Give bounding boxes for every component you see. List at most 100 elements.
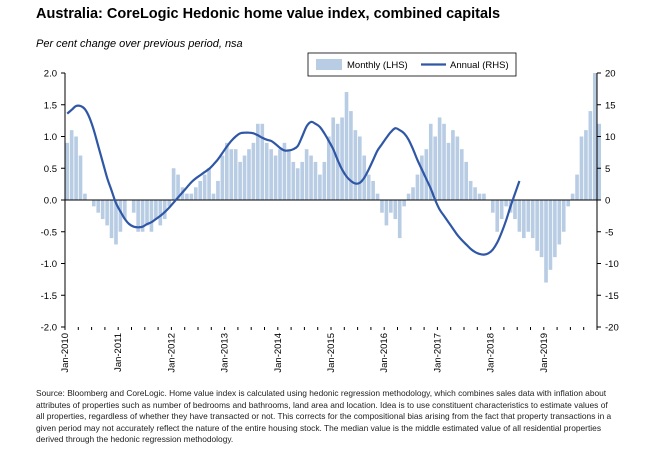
monthly-bar [140, 200, 145, 232]
monthly-bar [553, 200, 557, 258]
left-tick-label: -0.5 [41, 227, 57, 238]
monthly-bar [504, 200, 508, 207]
monthly-bar [162, 200, 167, 220]
monthly-bar [557, 200, 562, 245]
monthly-bar [477, 193, 482, 200]
monthly-bar [287, 149, 291, 200]
monthly-bar [539, 200, 544, 258]
monthly-bar [464, 161, 469, 200]
monthly-bar [340, 117, 344, 200]
monthly-bar [322, 161, 327, 200]
monthly-bar [424, 149, 429, 200]
legend-label-annual: Annual (RHS) [450, 60, 509, 71]
right-tick-label: 20 [605, 69, 616, 80]
x-tick-label: Jan-2012 [166, 333, 177, 373]
monthly-bar [269, 149, 273, 200]
monthly-bar [158, 200, 163, 226]
monthly-bar [358, 136, 362, 200]
monthly-bar [544, 200, 548, 283]
monthly-bar [233, 149, 238, 200]
monthly-bar [353, 130, 358, 200]
monthly-bar [499, 200, 504, 220]
chart-title: Australia: CoreLogic Hedonic home value … [36, 6, 501, 22]
x-tick-label: Jan-2013 [220, 333, 231, 373]
monthly-bar [282, 142, 287, 200]
monthly-bar [136, 200, 140, 232]
x-tick-label: Jan-2010 [60, 333, 71, 373]
monthly-bar [451, 130, 455, 200]
monthly-bar [238, 161, 242, 200]
monthly-bar [482, 193, 486, 200]
monthly-bar [428, 123, 433, 200]
x-tick-label: Jan-2019 [539, 333, 550, 373]
monthly-bar [535, 200, 539, 251]
monthly-bar [530, 200, 535, 239]
legend-box [307, 52, 517, 77]
monthly-bar [526, 200, 531, 232]
left-tick-label: -1.5 [41, 291, 57, 302]
monthly-bar [491, 200, 495, 213]
monthly-bar [291, 161, 296, 200]
monthly-bar [318, 174, 322, 200]
x-tick-label: Jan-2017 [432, 333, 443, 373]
monthly-bar [442, 123, 446, 200]
monthly-bar [185, 193, 189, 200]
monthly-bar [273, 155, 278, 200]
monthly-bar [78, 155, 83, 200]
monthly-bar [389, 200, 393, 213]
left-tick-label: 2.0 [44, 69, 57, 80]
monthly-bar [198, 180, 203, 200]
monthly-bar [437, 117, 442, 200]
monthly-bar [114, 200, 118, 245]
monthly-bar [131, 200, 136, 213]
x-tick-label: Jan-2018 [486, 333, 497, 373]
monthly-bar [313, 161, 318, 200]
left-tick-label: 1.5 [44, 100, 57, 111]
monthly-bar [397, 200, 402, 239]
monthly-bar [349, 111, 353, 200]
left-tick-label: 1.0 [44, 132, 57, 143]
monthly-bar [69, 130, 74, 200]
monthly-bar [473, 187, 477, 200]
monthly-bar [123, 200, 127, 220]
monthly-bar [96, 200, 101, 213]
monthly-bar [176, 174, 180, 200]
monthly-bar [211, 193, 216, 200]
monthly-bar [513, 200, 517, 220]
right-tick-label: -20 [605, 323, 619, 334]
monthly-bar [446, 142, 451, 200]
monthly-bar [145, 200, 149, 226]
monthly-bar [295, 168, 300, 200]
monthly-bar [193, 187, 198, 200]
monthly-bar [171, 168, 176, 200]
monthly-bar [371, 180, 375, 200]
monthly-bar [167, 200, 171, 207]
left-tick-label: 0.0 [44, 196, 57, 207]
monthly-bar [202, 174, 207, 200]
monthly-bar [207, 168, 211, 200]
monthly-bar [566, 200, 570, 207]
monthly-bar [247, 149, 251, 200]
monthly-bar [548, 200, 553, 270]
monthly-bar [105, 200, 109, 226]
monthly-bar [260, 123, 265, 200]
monthly-bar [154, 200, 158, 220]
legend: Monthly (LHS) Annual (RHS) [307, 52, 517, 77]
monthly-bar [402, 200, 406, 207]
monthly-bar [495, 200, 500, 232]
monthly-bar [216, 180, 220, 200]
monthly-bar [366, 174, 371, 200]
monthly-bar [92, 200, 96, 207]
monthly-bar [592, 73, 597, 200]
monthly-bar [579, 136, 584, 200]
monthly-bar [459, 149, 464, 200]
legend-label-monthly: Monthly (LHS) [347, 60, 408, 71]
monthly-bar [326, 136, 331, 200]
right-tick-label: -15 [605, 291, 619, 302]
x-tick-label: Jan-2016 [379, 333, 390, 373]
monthly-bar [344, 92, 349, 200]
monthly-bar [256, 123, 260, 200]
right-tick-label: 15 [605, 100, 616, 111]
monthly-bar [384, 200, 389, 226]
monthly-bar [65, 142, 70, 200]
